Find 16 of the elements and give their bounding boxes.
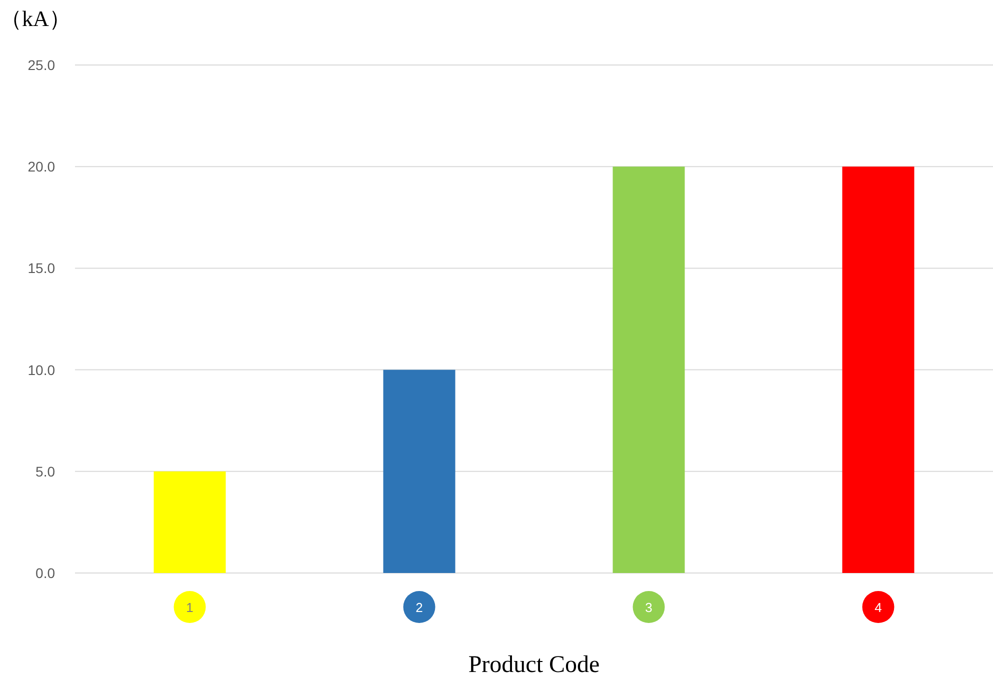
bar xyxy=(383,370,456,573)
x-tick-label: 1 xyxy=(186,600,194,615)
x-axis-title: Product Code xyxy=(468,652,600,678)
bar xyxy=(842,166,914,573)
bar xyxy=(612,166,685,573)
y-tick-label: 15.0 xyxy=(28,260,56,276)
x-tick-label: 2 xyxy=(416,600,423,615)
y-tick-label: 20.0 xyxy=(28,158,56,175)
x-tick-label: 4 xyxy=(874,600,882,615)
y-tick-label: 25.0 xyxy=(28,57,56,73)
y-tick-label: 10.0 xyxy=(28,362,56,378)
y-tick-label: 0.0 xyxy=(36,565,56,581)
bar xyxy=(154,471,226,573)
x-tick-label: 3 xyxy=(645,600,652,615)
y-axis-title: （kA） xyxy=(0,6,71,31)
y-tick-label: 5.0 xyxy=(36,463,56,480)
